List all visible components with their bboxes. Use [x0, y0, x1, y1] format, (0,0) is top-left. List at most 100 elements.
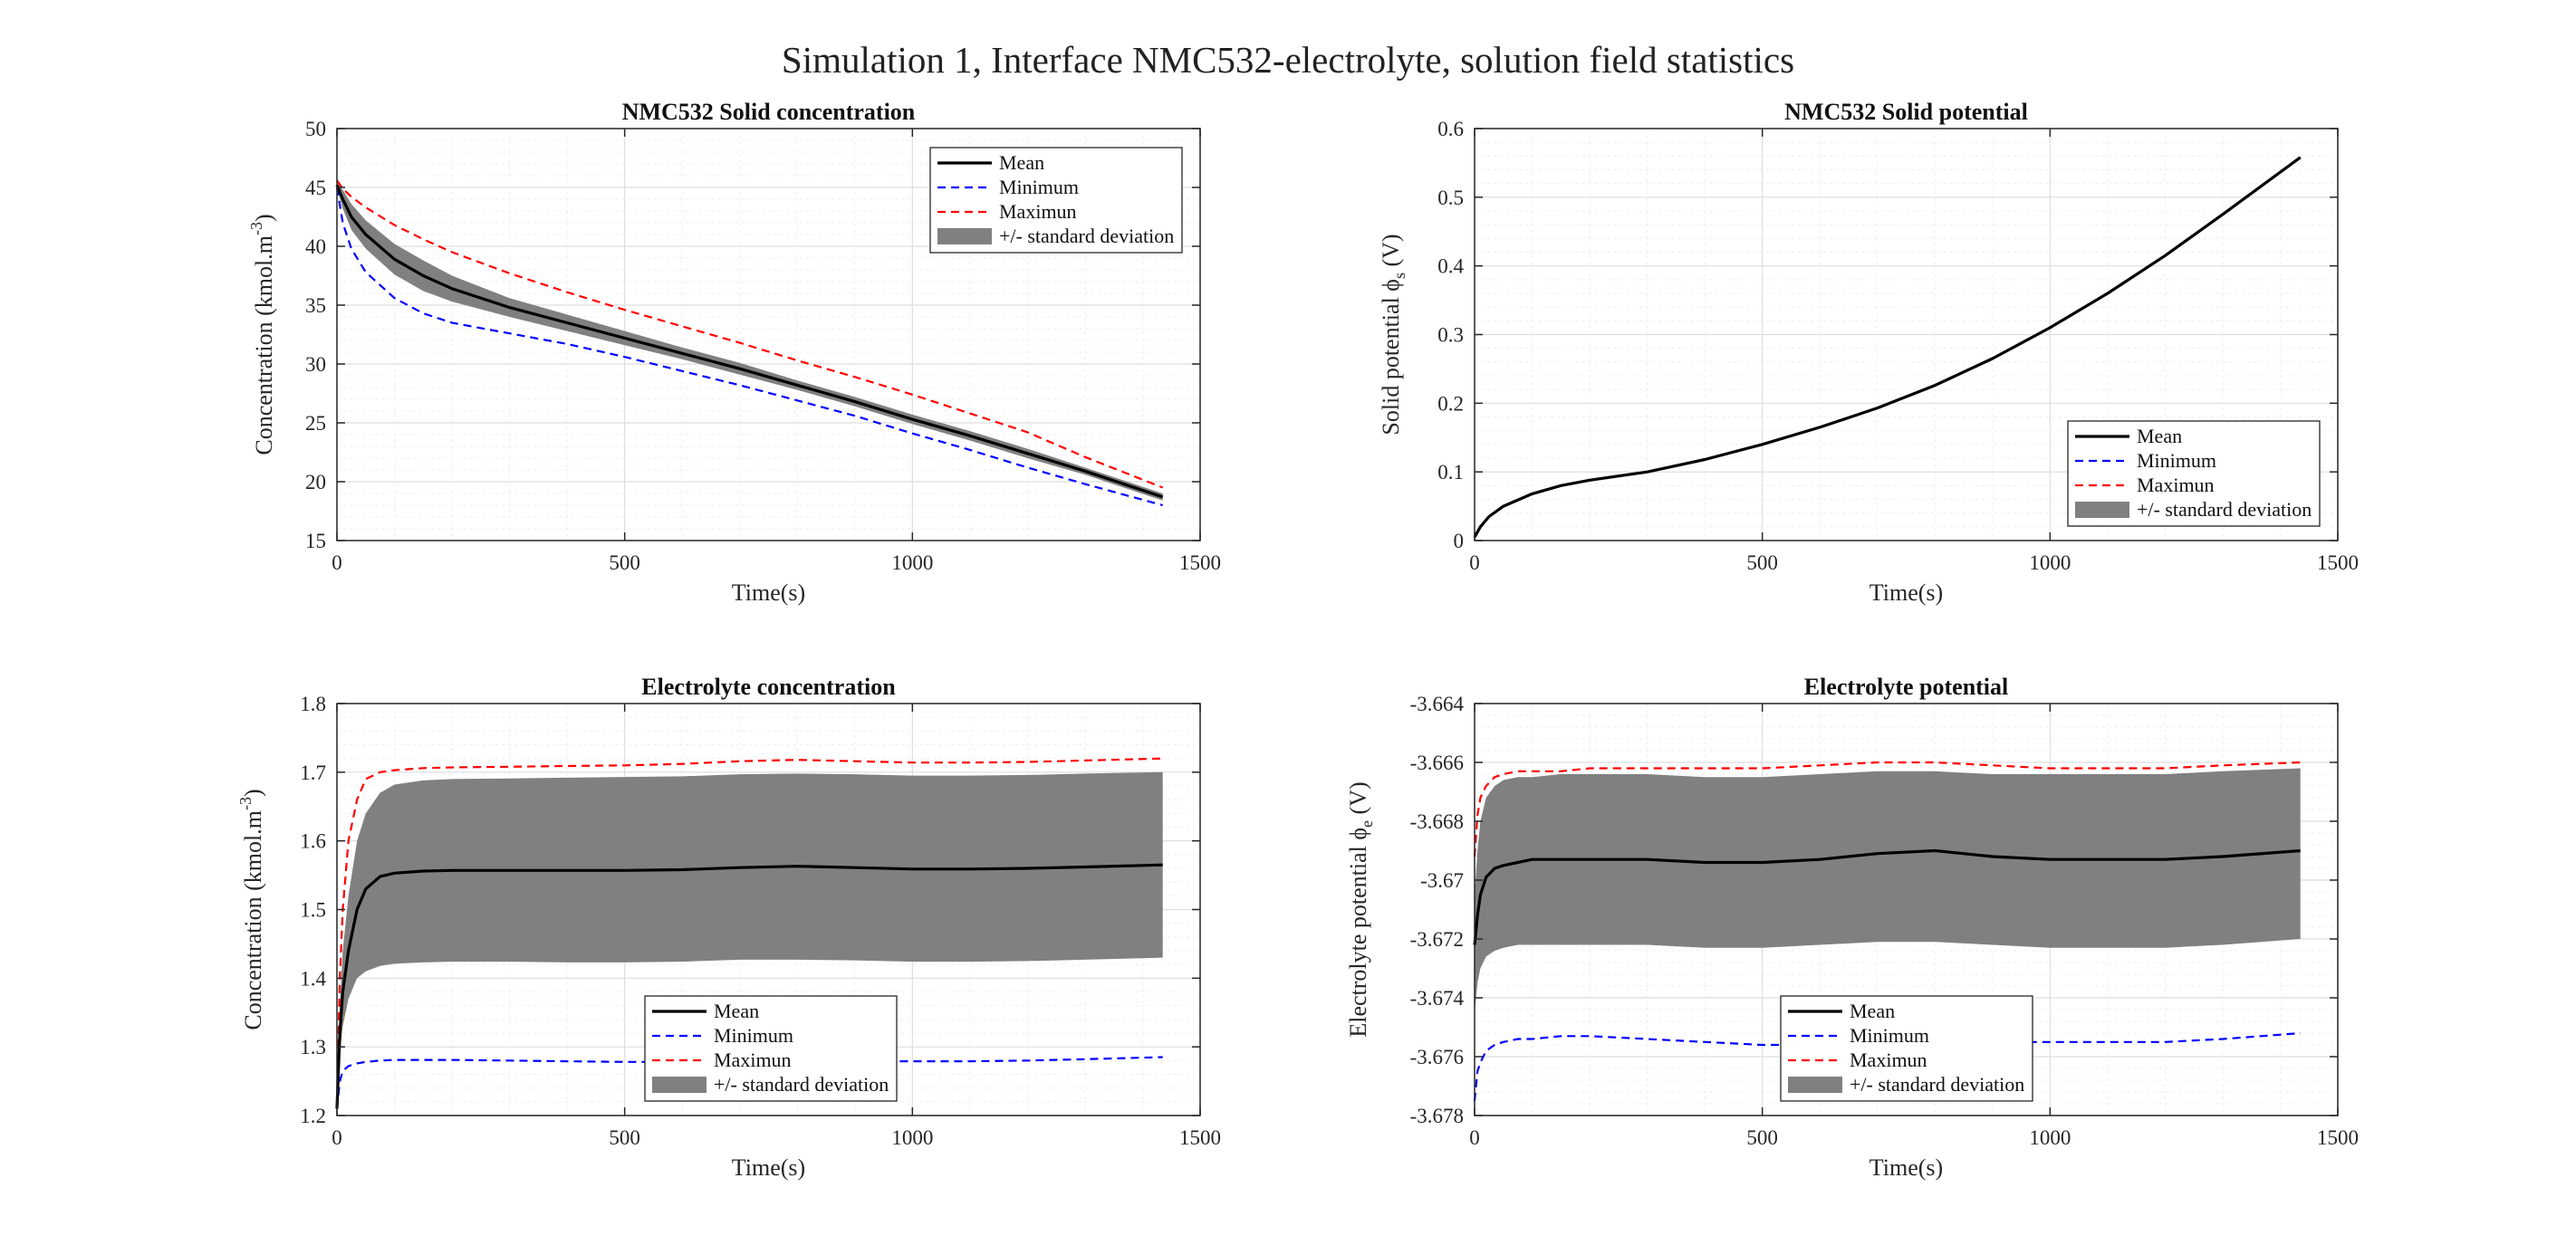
mean-line: [335, 863, 1163, 1109]
x-tick-label: 1000: [2029, 551, 2071, 574]
x-tick-label: 0: [332, 551, 342, 574]
y-tick-label: 40: [305, 235, 326, 258]
y-axis-label: Concentration (kmol.m-3): [236, 789, 266, 1030]
x-axis-label: Time(s): [732, 1154, 805, 1181]
y-tick-label: -3.67: [1420, 869, 1464, 892]
legend-entry-label: +/- standard deviation: [714, 1073, 889, 1096]
maximum-line: [335, 757, 1163, 1102]
legend-swatch-std-band: [2075, 502, 2129, 518]
x-tick-label: 1000: [891, 551, 933, 574]
x-tick-label: 500: [609, 1126, 640, 1149]
y-tick-label: 0.1: [1437, 461, 1464, 484]
x-axis-label: Time(s): [1870, 1154, 1943, 1181]
legend-swatch-std-band: [1788, 1077, 1842, 1093]
y-tick-label: 1.3: [300, 1036, 326, 1058]
x-tick-label: 500: [1746, 1126, 1778, 1149]
y-axis-label: Solid potential ϕs (V): [1378, 234, 1408, 435]
mean-line: [335, 184, 1164, 499]
y-tick-label: 45: [305, 177, 326, 199]
legend-entry-label: Mean: [1850, 1000, 1895, 1022]
x-axis-label: Time(s): [732, 579, 805, 606]
x-tick-label: 1000: [2029, 1126, 2071, 1149]
figure-title: Simulation 1, Interface NMC532-electroly…: [781, 39, 1795, 81]
x-tick-label: 0: [1469, 551, 1480, 574]
y-tick-label: 1.7: [300, 761, 326, 784]
mean-line: [1473, 156, 2302, 538]
minimum-line: [335, 1056, 1163, 1109]
y-tick-label: 20: [305, 471, 326, 493]
x-tick-label: 0: [1469, 1126, 1480, 1149]
y-tick-label: 0.3: [1437, 324, 1464, 347]
chart-panel-1: 0 500 1000 1500 15 20 25 30 35 40 45 50 NMC532 Solid…: [247, 99, 1221, 606]
std-deviation-band: [337, 771, 1163, 1109]
maximum-line: [336, 179, 1164, 489]
legend-entry-label: Minimum: [2137, 449, 2216, 472]
y-tick-label: 0.4: [1437, 255, 1464, 278]
legend-entry-label: Mean: [2137, 425, 2182, 447]
y-tick-label: 0.2: [1437, 392, 1464, 415]
y-tick-label: -3.678: [1410, 1105, 1464, 1127]
legend-swatch-std-band: [652, 1077, 706, 1093]
legend-entry-label: Maximun: [999, 200, 1077, 223]
legend-entry-label: Minimum: [1850, 1024, 1929, 1047]
y-tick-label: 25: [305, 412, 326, 435]
y-tick-label: 1.2: [300, 1105, 326, 1127]
chart-title: NMC532 Solid potential: [1784, 99, 2028, 125]
std-deviation-band: [1475, 768, 2301, 1013]
y-tick-label: 0: [1454, 530, 1465, 552]
y-tick-label: -3.666: [1410, 752, 1464, 774]
y-tick-label: 1.8: [300, 693, 326, 715]
y-axis-label: Concentration (kmol.m-3): [247, 214, 277, 455]
chart-panel-2: 0 500 1000 1500 0 0.1 0.2 0.3 0.4 0.5 0.6 NMC532 So…: [1378, 99, 2359, 606]
minimum-line: [335, 187, 1163, 507]
y-tick-label: 1.4: [300, 967, 326, 990]
x-tick-label: 1500: [2317, 1126, 2359, 1149]
maximum-line: [1473, 761, 2301, 857]
y-tick-label: 30: [305, 353, 326, 376]
x-tick-label: 1500: [2317, 551, 2359, 574]
y-tick-label: 1.5: [300, 899, 326, 922]
plot-area-box: [336, 128, 1201, 541]
legend-entry-label: +/- standard deviation: [2137, 498, 2312, 521]
legend-entry-label: Maximun: [1850, 1049, 1927, 1071]
y-tick-label: 15: [305, 530, 326, 552]
x-tick-label: 1500: [1179, 1126, 1221, 1149]
plot-area-box: [1474, 703, 2339, 1116]
y-tick-label: -3.672: [1410, 928, 1464, 951]
y-tick-label: 0.5: [1437, 187, 1464, 209]
minimum-line: [1473, 1031, 2301, 1101]
y-tick-label: -3.676: [1410, 1046, 1464, 1068]
legend-entry-label: Mean: [999, 151, 1044, 174]
legend-entry-label: Minimum: [999, 176, 1079, 198]
legend-entry-label: Maximun: [2137, 474, 2215, 496]
chart-title: Electrolyte potential: [1804, 674, 2009, 700]
legend-entry-label: +/- standard deviation: [1850, 1073, 2024, 1096]
y-tick-label: -3.674: [1410, 987, 1465, 1010]
y-tick-label: -3.664: [1410, 693, 1465, 715]
y-tick-label: 35: [305, 294, 326, 317]
x-tick-label: 0: [332, 1126, 342, 1149]
chart-title: NMC532 Solid concentration: [622, 99, 916, 125]
y-tick-label: 1.6: [300, 830, 326, 853]
chart-panel-4: 0 500 1000 1500 -3.678 -3.676 -3.674 -3.672 -3.6…: [1345, 674, 2359, 1181]
x-tick-label: 500: [1746, 551, 1778, 574]
legend-swatch-std-band: [937, 228, 992, 244]
y-axis-label: Electrolyte potential ϕe (V): [1345, 781, 1376, 1037]
mean-line: [1473, 848, 2301, 945]
chart-panel-3: 0 500 1000 1500 1.2 1.3 1.4 1.5 1.6 1.7 1.8 Electro…: [236, 674, 1221, 1181]
y-tick-label: -3.668: [1410, 810, 1464, 833]
legend-entry-label: Mean: [714, 1000, 759, 1022]
x-tick-label: 500: [609, 551, 640, 574]
x-axis-label: Time(s): [1870, 579, 1943, 606]
legend-entry-label: Minimum: [714, 1024, 793, 1047]
x-tick-label: 1000: [891, 1126, 933, 1149]
legend-entry-label: Maximun: [714, 1049, 792, 1071]
chart-title: Electrolyte concentration: [641, 674, 896, 700]
x-tick-label: 1500: [1179, 551, 1221, 574]
legend-entry-label: +/- standard deviation: [999, 225, 1174, 247]
